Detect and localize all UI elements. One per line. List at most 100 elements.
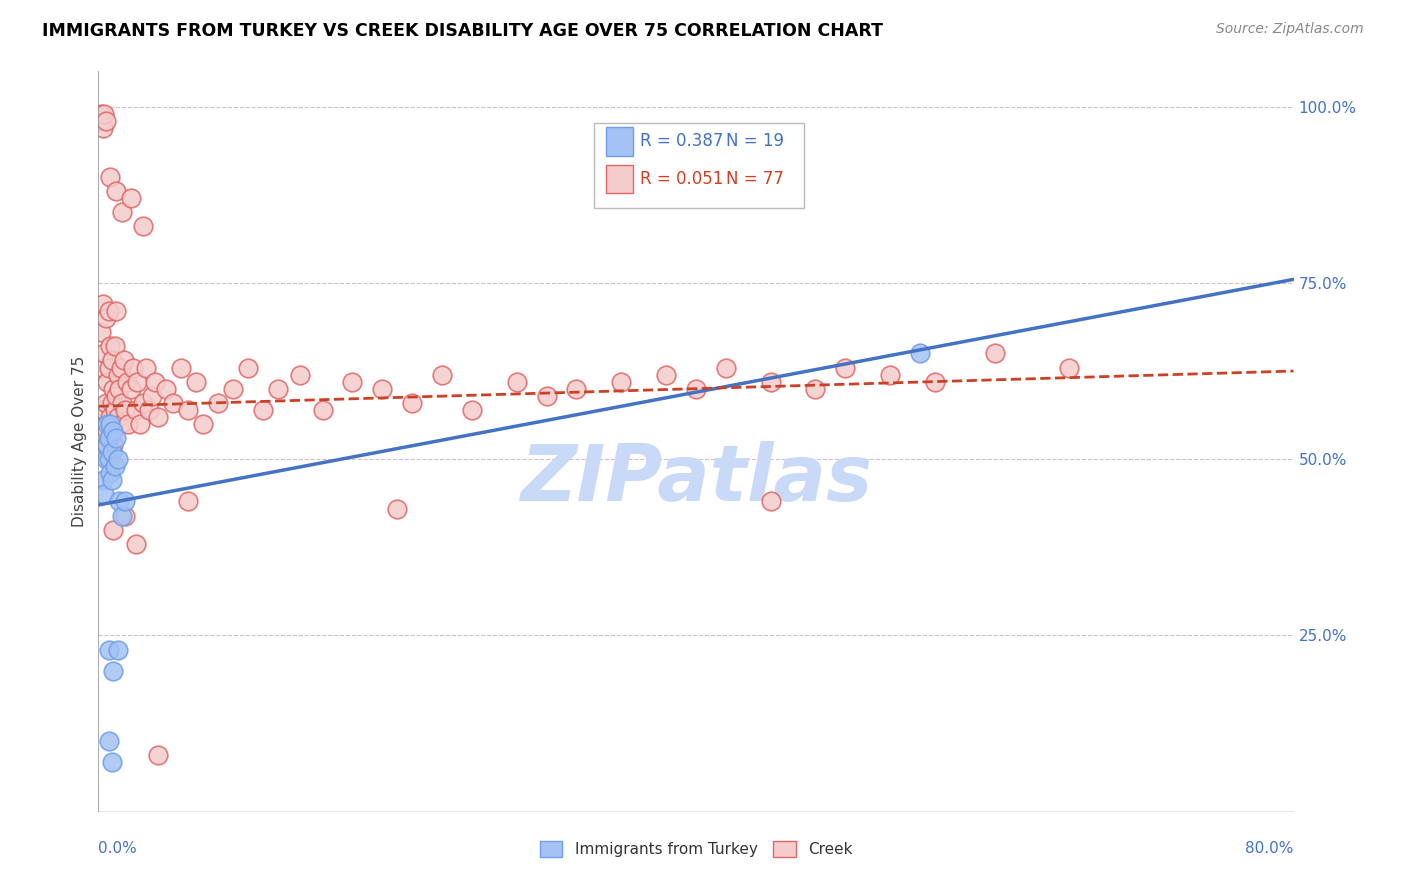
Text: 0.0%: 0.0%	[98, 841, 138, 856]
Point	[90, 106, 112, 120]
Point	[127, 375, 149, 389]
Point	[98, 467, 122, 481]
Point	[143, 375, 166, 389]
Point	[834, 360, 856, 375]
Text: R = 0.387: R = 0.387	[640, 133, 723, 151]
Point	[610, 375, 633, 389]
Text: Source: ZipAtlas.com: Source: ZipAtlas.com	[1216, 22, 1364, 37]
Point	[804, 382, 827, 396]
Point	[125, 402, 148, 417]
Point	[90, 325, 112, 339]
Point	[536, 389, 558, 403]
Point	[111, 205, 134, 219]
Point	[101, 353, 124, 368]
Point	[97, 304, 120, 318]
Point	[121, 360, 143, 375]
Text: ZIPatlas: ZIPatlas	[520, 441, 872, 516]
Point	[97, 431, 120, 445]
Point	[103, 382, 125, 396]
Point	[132, 396, 155, 410]
Point	[94, 438, 117, 452]
Point	[461, 402, 484, 417]
Point	[94, 113, 117, 128]
Point	[924, 375, 946, 389]
Point	[184, 375, 207, 389]
Text: R = 0.051: R = 0.051	[640, 170, 723, 188]
Point	[135, 360, 157, 375]
Point	[98, 339, 122, 353]
Point	[506, 375, 529, 389]
Point	[105, 431, 128, 445]
Point	[655, 368, 678, 382]
Point	[148, 409, 170, 424]
Point	[252, 402, 274, 417]
Point	[114, 508, 136, 523]
Point	[120, 382, 142, 396]
Point	[714, 360, 737, 375]
Point	[114, 494, 136, 508]
Point	[879, 368, 901, 382]
FancyBboxPatch shape	[606, 165, 633, 193]
Point	[1059, 360, 1081, 375]
Point	[565, 382, 588, 396]
Point	[108, 382, 131, 396]
Point	[93, 402, 115, 417]
Point	[759, 494, 782, 508]
Point	[177, 402, 200, 417]
Point	[96, 375, 118, 389]
Point	[89, 113, 111, 128]
Point	[103, 523, 125, 537]
Point	[222, 382, 245, 396]
Point	[94, 396, 117, 410]
Point	[112, 353, 135, 368]
Y-axis label: Disability Age Over 75: Disability Age Over 75	[72, 356, 87, 527]
Point	[105, 184, 128, 198]
Point	[120, 191, 142, 205]
Point	[129, 417, 152, 431]
Point	[207, 396, 229, 410]
Point	[104, 339, 127, 353]
Point	[94, 452, 117, 467]
Point	[759, 375, 782, 389]
Point	[96, 424, 118, 438]
Point	[98, 170, 122, 185]
Point	[96, 417, 118, 431]
FancyBboxPatch shape	[595, 123, 804, 209]
Point	[89, 417, 111, 431]
Point	[908, 346, 931, 360]
Point	[385, 501, 409, 516]
Point	[115, 375, 138, 389]
Text: N = 77: N = 77	[725, 170, 783, 188]
Point	[110, 417, 132, 431]
Point	[117, 417, 139, 431]
Point	[98, 409, 122, 424]
Point	[162, 396, 184, 410]
Point	[148, 748, 170, 763]
Point	[104, 402, 127, 417]
Point	[91, 360, 114, 375]
Point	[101, 756, 124, 770]
Point	[103, 424, 125, 438]
Point	[103, 664, 125, 678]
Point	[141, 389, 163, 403]
Point	[685, 382, 707, 396]
Legend: Immigrants from Turkey, Creek: Immigrants from Turkey, Creek	[533, 835, 859, 863]
Point	[107, 409, 129, 424]
Point	[105, 304, 128, 318]
Point	[114, 402, 136, 417]
Point	[125, 537, 148, 551]
Point	[155, 382, 177, 396]
Point	[101, 396, 124, 410]
Point	[97, 452, 120, 467]
Point	[94, 311, 117, 326]
Point	[101, 445, 124, 459]
Point	[236, 360, 259, 375]
Point	[91, 297, 114, 311]
Text: N = 19: N = 19	[725, 133, 785, 151]
Point	[97, 360, 120, 375]
Point	[342, 375, 364, 389]
Point	[191, 417, 214, 431]
Point	[107, 642, 129, 657]
Point	[91, 473, 114, 487]
Point	[984, 346, 1007, 360]
